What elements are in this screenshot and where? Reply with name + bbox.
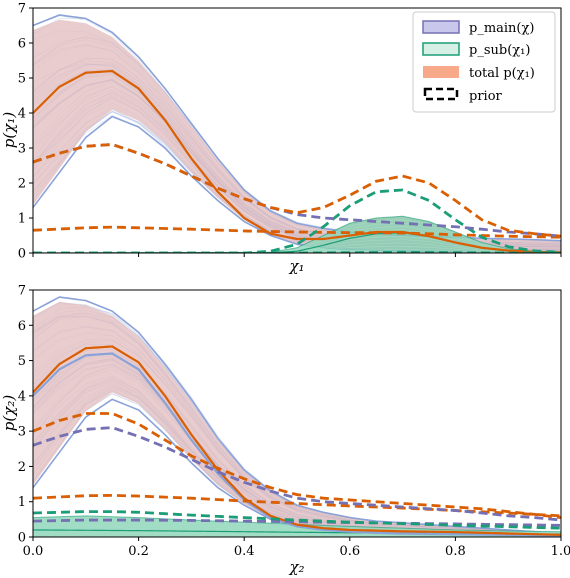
total-band-chi1 — [33, 19, 561, 253]
ytick-label: 2 — [18, 460, 26, 475]
legend-label-sub: p_sub(χ₁) — [469, 43, 530, 58]
legend: p_main(χ) p_sub(χ₁) total p(χ₁) prior — [412, 11, 556, 113]
xlabel-chi1: χ₁ — [288, 257, 304, 275]
xtick-label: 1.0 — [551, 544, 570, 559]
prior-total-upper-line-chi2 — [33, 412, 561, 519]
ytick-label: 5 — [18, 72, 26, 87]
ytick-label: 3 — [18, 142, 26, 157]
ytick-label: 1 — [18, 495, 26, 510]
xtick-label: 0.8 — [445, 544, 466, 559]
ytick-label: 6 — [18, 319, 26, 334]
ytick-label: 4 — [18, 389, 26, 404]
total-median-line-chi1 — [33, 69, 561, 253]
legend-swatch-sub — [422, 42, 460, 56]
ytick-label: 0 — [18, 531, 26, 546]
prior-main-upper-line-chi2 — [33, 426, 561, 522]
prior-total-upper-line-chi1 — [33, 143, 561, 238]
main-band-chi1 — [33, 19, 561, 253]
prior-sub-upper-line-chi1 — [33, 188, 561, 253]
legend-label-prior: prior — [469, 89, 503, 104]
ytick-label: 6 — [18, 37, 26, 52]
ticks-chi2: 0 1 2 3 4 5 6 7 0.0 0.2 0.4 0.6 0.8 1.0 — [18, 284, 570, 560]
prior-main-lower-line-chi2 — [33, 518, 561, 527]
ytick-label: 1 — [18, 212, 26, 227]
legend-swatch-total — [423, 66, 459, 78]
ylabel-chi1: p(χ₁) — [0, 112, 18, 149]
legend-box — [412, 11, 556, 113]
ytick-label: 7 — [18, 2, 26, 17]
ytick-label: 4 — [18, 107, 26, 122]
plot-area-chi2 — [33, 296, 561, 537]
panel-chi1: 0 1 2 3 4 5 6 7 χ₁ p(χ₁) p_main(χ) p_sub(χ₁) to… — [0, 2, 562, 275]
legend-label-main: p_main(χ) — [469, 21, 534, 36]
total-band-chi2 — [33, 301, 561, 537]
plot-area-chi1 — [33, 14, 561, 253]
ylabel-chi2: p(χ₂) — [0, 395, 18, 432]
ticks-chi1: 0 1 2 3 4 5 6 7 — [18, 2, 562, 262]
prior-total-lower-line-chi1 — [33, 225, 561, 239]
legend-label-total: total p(χ₁) — [469, 66, 535, 81]
sub-sample-line-chi2 — [33, 532, 561, 537]
main-median-line-chi2 — [33, 352, 561, 537]
total-median-line-chi2 — [33, 345, 561, 536]
sub-sample-line-chi2 — [33, 534, 561, 537]
axes-frame-chi1 — [32, 7, 562, 254]
main-band-upper-edge-chi1 — [33, 14, 561, 242]
xtick-label: 0.2 — [128, 544, 149, 559]
prior-sub-upper-line-chi2 — [33, 510, 561, 530]
ytick-label: 2 — [18, 177, 26, 192]
ytick-label: 3 — [18, 425, 26, 440]
main-band-upper-edge-chi2 — [33, 296, 561, 535]
main-band-chi2 — [33, 301, 561, 537]
xlabel-chi2: χ₂ — [288, 558, 304, 576]
xtick-label: 0.4 — [234, 544, 255, 559]
ytick-label: 5 — [18, 354, 26, 369]
legend-swatch-main — [422, 20, 460, 34]
ytick-label: 7 — [18, 284, 26, 299]
legend-swatch-prior — [423, 87, 459, 101]
ytick-label: 0 — [18, 247, 26, 262]
panel-chi2: 0 1 2 3 4 5 6 7 0.0 0.2 0.4 0.6 0.8 1.0 χ₂ p(χ₂) — [0, 284, 570, 577]
axes-frame-chi2 — [32, 289, 562, 538]
xtick-label: 0.0 — [23, 544, 44, 559]
xtick-label: 0.6 — [339, 544, 360, 559]
